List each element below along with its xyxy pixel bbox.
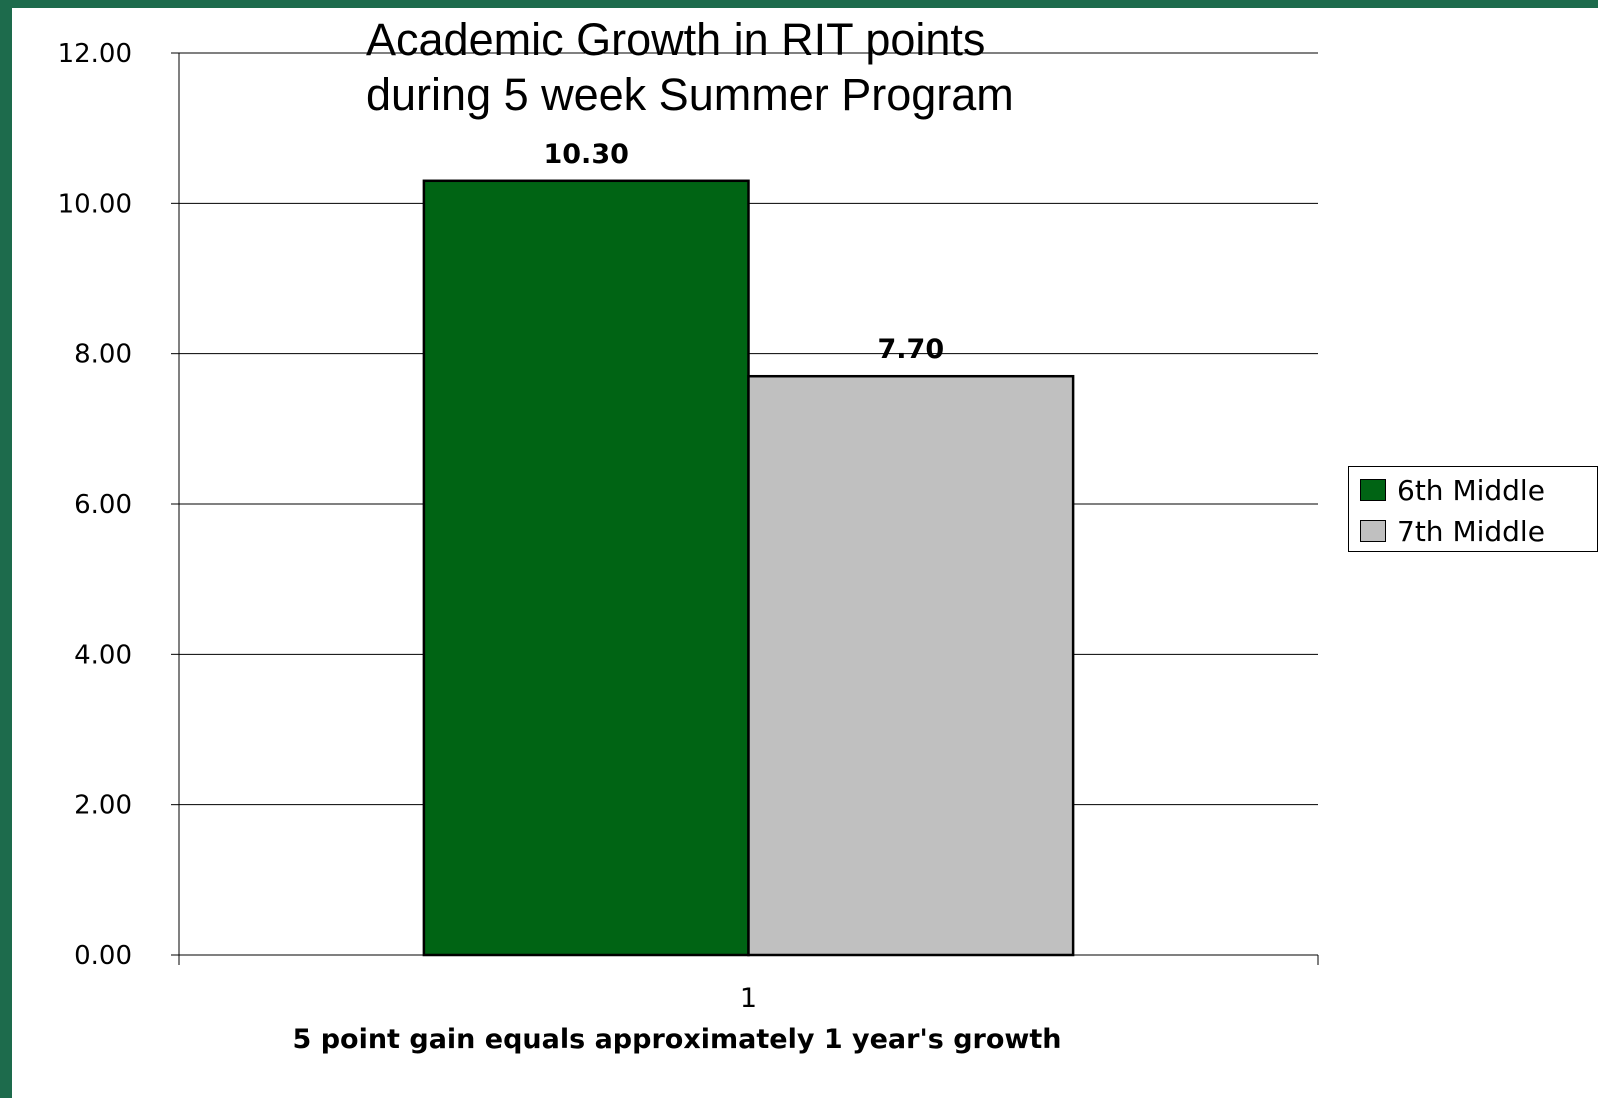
y-tick-label: 8.00 — [74, 340, 132, 370]
legend-label: 6th Middle — [1397, 474, 1545, 507]
legend-item-6th-middle: 6th Middle — [1360, 475, 1545, 505]
slide: 0.00 2.00 4.00 6.00 8.00 10.00 12.00 1 10.30 7.7… — [12, 8, 1598, 1098]
y-tick-label: 10.00 — [58, 189, 132, 219]
y-tick-label: 2.00 — [74, 791, 132, 821]
data-label: 10.30 — [543, 139, 628, 170]
bar-7th-middle — [749, 376, 1074, 955]
bar-chart: 0.00 2.00 4.00 6.00 8.00 10.00 12.00 1 10.30 7.7… — [12, 8, 1598, 1098]
y-tick-label: 6.00 — [74, 490, 132, 520]
legend-label: 7th Middle — [1397, 515, 1545, 548]
legend-swatch-6th-middle — [1360, 479, 1386, 501]
legend: 6th Middle 7th Middle — [1348, 466, 1598, 552]
bar-6th-middle — [424, 181, 749, 955]
x-axis-title: 5 point gain equals approximately 1 year… — [12, 1024, 1342, 1055]
legend-swatch-7th-middle — [1360, 520, 1386, 542]
x-tick-label: 1 — [740, 983, 757, 1014]
y-tick-label: 4.00 — [74, 640, 132, 670]
data-label: 7.70 — [877, 334, 944, 365]
y-tick-label: 12.00 — [58, 39, 132, 69]
legend-item-7th-middle: 7th Middle — [1360, 516, 1545, 546]
y-tick-label: 0.00 — [74, 941, 132, 971]
chart-title: Academic Growth in RIT points during 5 w… — [366, 12, 1014, 122]
bars — [424, 181, 1073, 955]
